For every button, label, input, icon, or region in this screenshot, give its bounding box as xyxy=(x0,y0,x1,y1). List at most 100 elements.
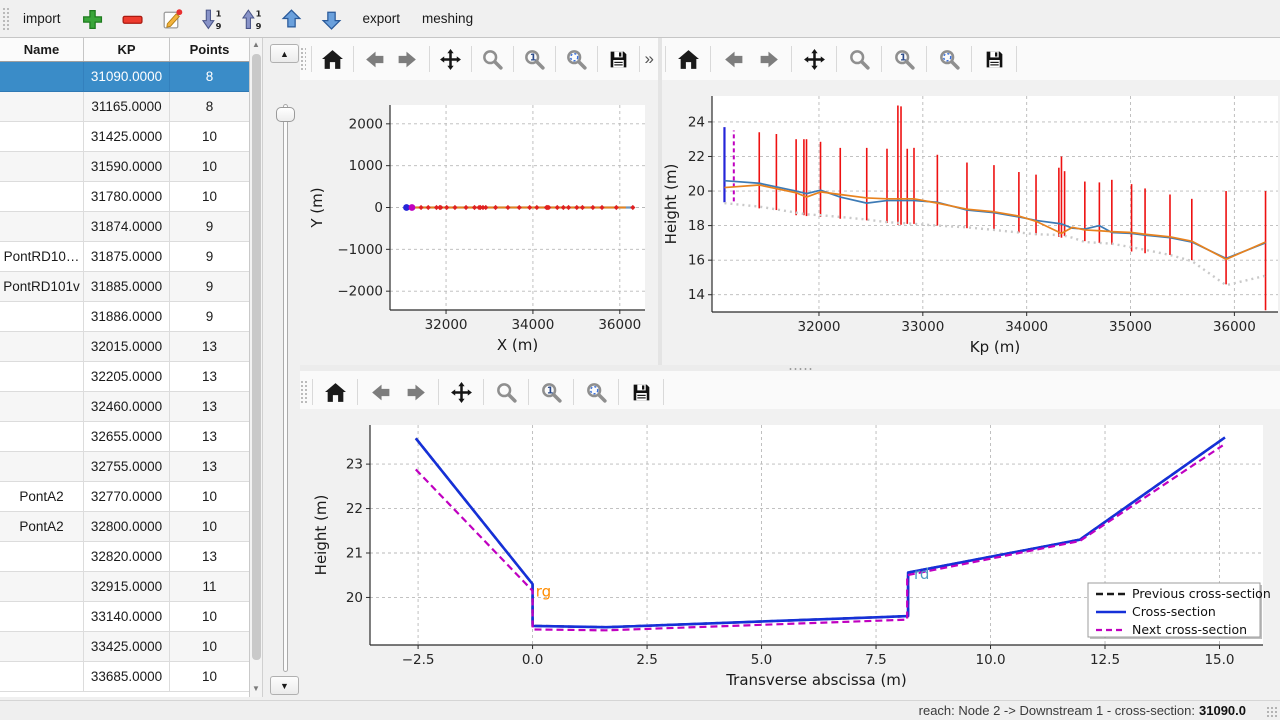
cell-points[interactable]: 8 xyxy=(170,92,249,122)
horizontal-splitter[interactable] xyxy=(300,365,1280,371)
resize-grip-icon[interactable] xyxy=(1266,706,1278,718)
cell-kp[interactable]: 31780.0000 xyxy=(84,182,170,212)
forward-button[interactable] xyxy=(392,44,423,74)
cell-name[interactable] xyxy=(0,362,84,392)
column-header-points[interactable]: Points xyxy=(170,38,249,61)
remove-button[interactable] xyxy=(115,4,149,34)
table-row[interactable]: 32915.0000 11 xyxy=(0,572,249,602)
table-row[interactable]: PontRD101v 31885.0000 9 xyxy=(0,272,249,302)
table-row[interactable]: 31165.0000 8 xyxy=(0,92,249,122)
plan-view-chart[interactable]: 32000 34000 36000 −2000 −1000 0 1000 2000 X (m) Y… xyxy=(300,80,658,365)
next-cross-section-button[interactable]: ▼ xyxy=(270,676,299,695)
cross-section-slider[interactable] xyxy=(283,104,288,672)
pan-button[interactable] xyxy=(444,377,478,407)
cell-name[interactable] xyxy=(0,542,84,572)
table-row[interactable]: 32820.0000 13 xyxy=(0,542,249,572)
table-row[interactable]: 32460.0000 13 xyxy=(0,392,249,422)
cell-kp[interactable]: 33685.0000 xyxy=(84,662,170,692)
edit-button[interactable] xyxy=(155,4,189,34)
save-button[interactable] xyxy=(977,44,1011,74)
zoom-one-button[interactable]: 1 xyxy=(518,44,549,74)
cell-points[interactable]: 10 xyxy=(170,152,249,182)
pan-button[interactable] xyxy=(434,44,465,74)
cell-points[interactable]: 10 xyxy=(170,632,249,662)
table-row[interactable]: 31590.0000 10 xyxy=(0,152,249,182)
table-row[interactable]: PontA2 32770.0000 10 xyxy=(0,482,249,512)
cell-kp[interactable]: 31875.0000 xyxy=(84,242,170,272)
cell-name[interactable] xyxy=(0,122,84,152)
cell-kp[interactable]: 32460.0000 xyxy=(84,392,170,422)
table-row[interactable]: 31425.0000 10 xyxy=(0,122,249,152)
cell-points[interactable]: 10 xyxy=(170,602,249,632)
cell-name[interactable] xyxy=(0,332,84,362)
cross-section-chart[interactable]: −2.5 0.0 2.5 5.0 7.5 10.0 12.5 15.0 20 21 22 23 Tran… xyxy=(300,409,1280,700)
table-row[interactable]: 32015.0000 13 xyxy=(0,332,249,362)
zoom-button[interactable] xyxy=(842,44,876,74)
zoom-fit-button[interactable] xyxy=(932,44,966,74)
cell-name[interactable] xyxy=(0,302,84,332)
cell-kp[interactable]: 32015.0000 xyxy=(84,332,170,362)
back-button[interactable] xyxy=(716,44,750,74)
cell-kp[interactable]: 32205.0000 xyxy=(84,362,170,392)
table-row[interactable]: 33140.0000 10 xyxy=(0,602,249,632)
zoom-button[interactable] xyxy=(476,44,507,74)
previous-cross-section-button[interactable]: ▲ xyxy=(270,44,299,63)
cell-name[interactable]: PontRD10… xyxy=(0,242,84,272)
cell-points[interactable]: 13 xyxy=(170,332,249,362)
cell-name[interactable] xyxy=(0,662,84,692)
export-button[interactable]: export xyxy=(355,4,409,34)
cell-name[interactable] xyxy=(0,452,84,482)
cell-name[interactable] xyxy=(0,422,84,452)
cell-points[interactable]: 10 xyxy=(170,122,249,152)
column-header-kp[interactable]: KP xyxy=(84,38,170,61)
zoom-one-button[interactable]: 1 xyxy=(534,377,568,407)
cell-points[interactable]: 10 xyxy=(170,482,249,512)
longitudinal-profile-chart[interactable]: 32000 33000 34000 35000 36000 14 16 18 20 22 24 Kp … xyxy=(662,80,1280,365)
table-row[interactable]: 31874.0000 9 xyxy=(0,212,249,242)
cell-points[interactable]: 13 xyxy=(170,392,249,422)
home-button[interactable] xyxy=(671,44,705,74)
cell-points[interactable]: 9 xyxy=(170,242,249,272)
cell-name[interactable] xyxy=(0,92,84,122)
cell-name[interactable] xyxy=(0,182,84,212)
table-row[interactable]: PontA2 32800.0000 10 xyxy=(0,512,249,542)
zoom-button[interactable] xyxy=(489,377,523,407)
cell-kp[interactable]: 32655.0000 xyxy=(84,422,170,452)
cell-points[interactable]: 9 xyxy=(170,302,249,332)
table-row[interactable]: 31886.0000 9 xyxy=(0,302,249,332)
cell-kp[interactable]: 31885.0000 xyxy=(84,272,170,302)
toolbar-drag-handle[interactable] xyxy=(300,47,307,71)
cell-name[interactable] xyxy=(0,62,84,92)
cell-points[interactable]: 10 xyxy=(170,512,249,542)
cell-kp[interactable]: 32755.0000 xyxy=(84,452,170,482)
cell-name[interactable] xyxy=(0,212,84,242)
table-row[interactable]: 32205.0000 13 xyxy=(0,362,249,392)
cell-points[interactable]: 9 xyxy=(170,212,249,242)
cell-kp[interactable]: 32770.0000 xyxy=(84,482,170,512)
cell-kp[interactable]: 31090.0000 xyxy=(84,62,170,92)
move-up-button[interactable] xyxy=(275,4,309,34)
table-row[interactable]: 31090.0000 8 xyxy=(0,62,249,92)
back-button[interactable] xyxy=(363,377,397,407)
back-button[interactable] xyxy=(359,44,390,74)
forward-button[interactable] xyxy=(399,377,433,407)
cell-points[interactable]: 10 xyxy=(170,182,249,212)
zoom-fit-button[interactable] xyxy=(579,377,613,407)
home-button[interactable] xyxy=(317,44,348,74)
cell-points[interactable]: 9 xyxy=(170,272,249,302)
table-row[interactable]: 31780.0000 10 xyxy=(0,182,249,212)
cell-name[interactable] xyxy=(0,632,84,662)
cell-points[interactable]: 13 xyxy=(170,452,249,482)
cell-points[interactable]: 8 xyxy=(170,62,249,92)
cell-kp[interactable]: 32820.0000 xyxy=(84,542,170,572)
toolbar-drag-handle[interactable] xyxy=(2,6,9,31)
cell-kp[interactable]: 33140.0000 xyxy=(84,602,170,632)
table-row[interactable]: 33685.0000 10 xyxy=(0,662,249,692)
cell-kp[interactable]: 31590.0000 xyxy=(84,152,170,182)
pan-button[interactable] xyxy=(797,44,831,74)
table-row[interactable]: 32655.0000 13 xyxy=(0,422,249,452)
column-header-name[interactable]: Name xyxy=(0,38,84,61)
table-row[interactable]: 32755.0000 13 xyxy=(0,452,249,482)
